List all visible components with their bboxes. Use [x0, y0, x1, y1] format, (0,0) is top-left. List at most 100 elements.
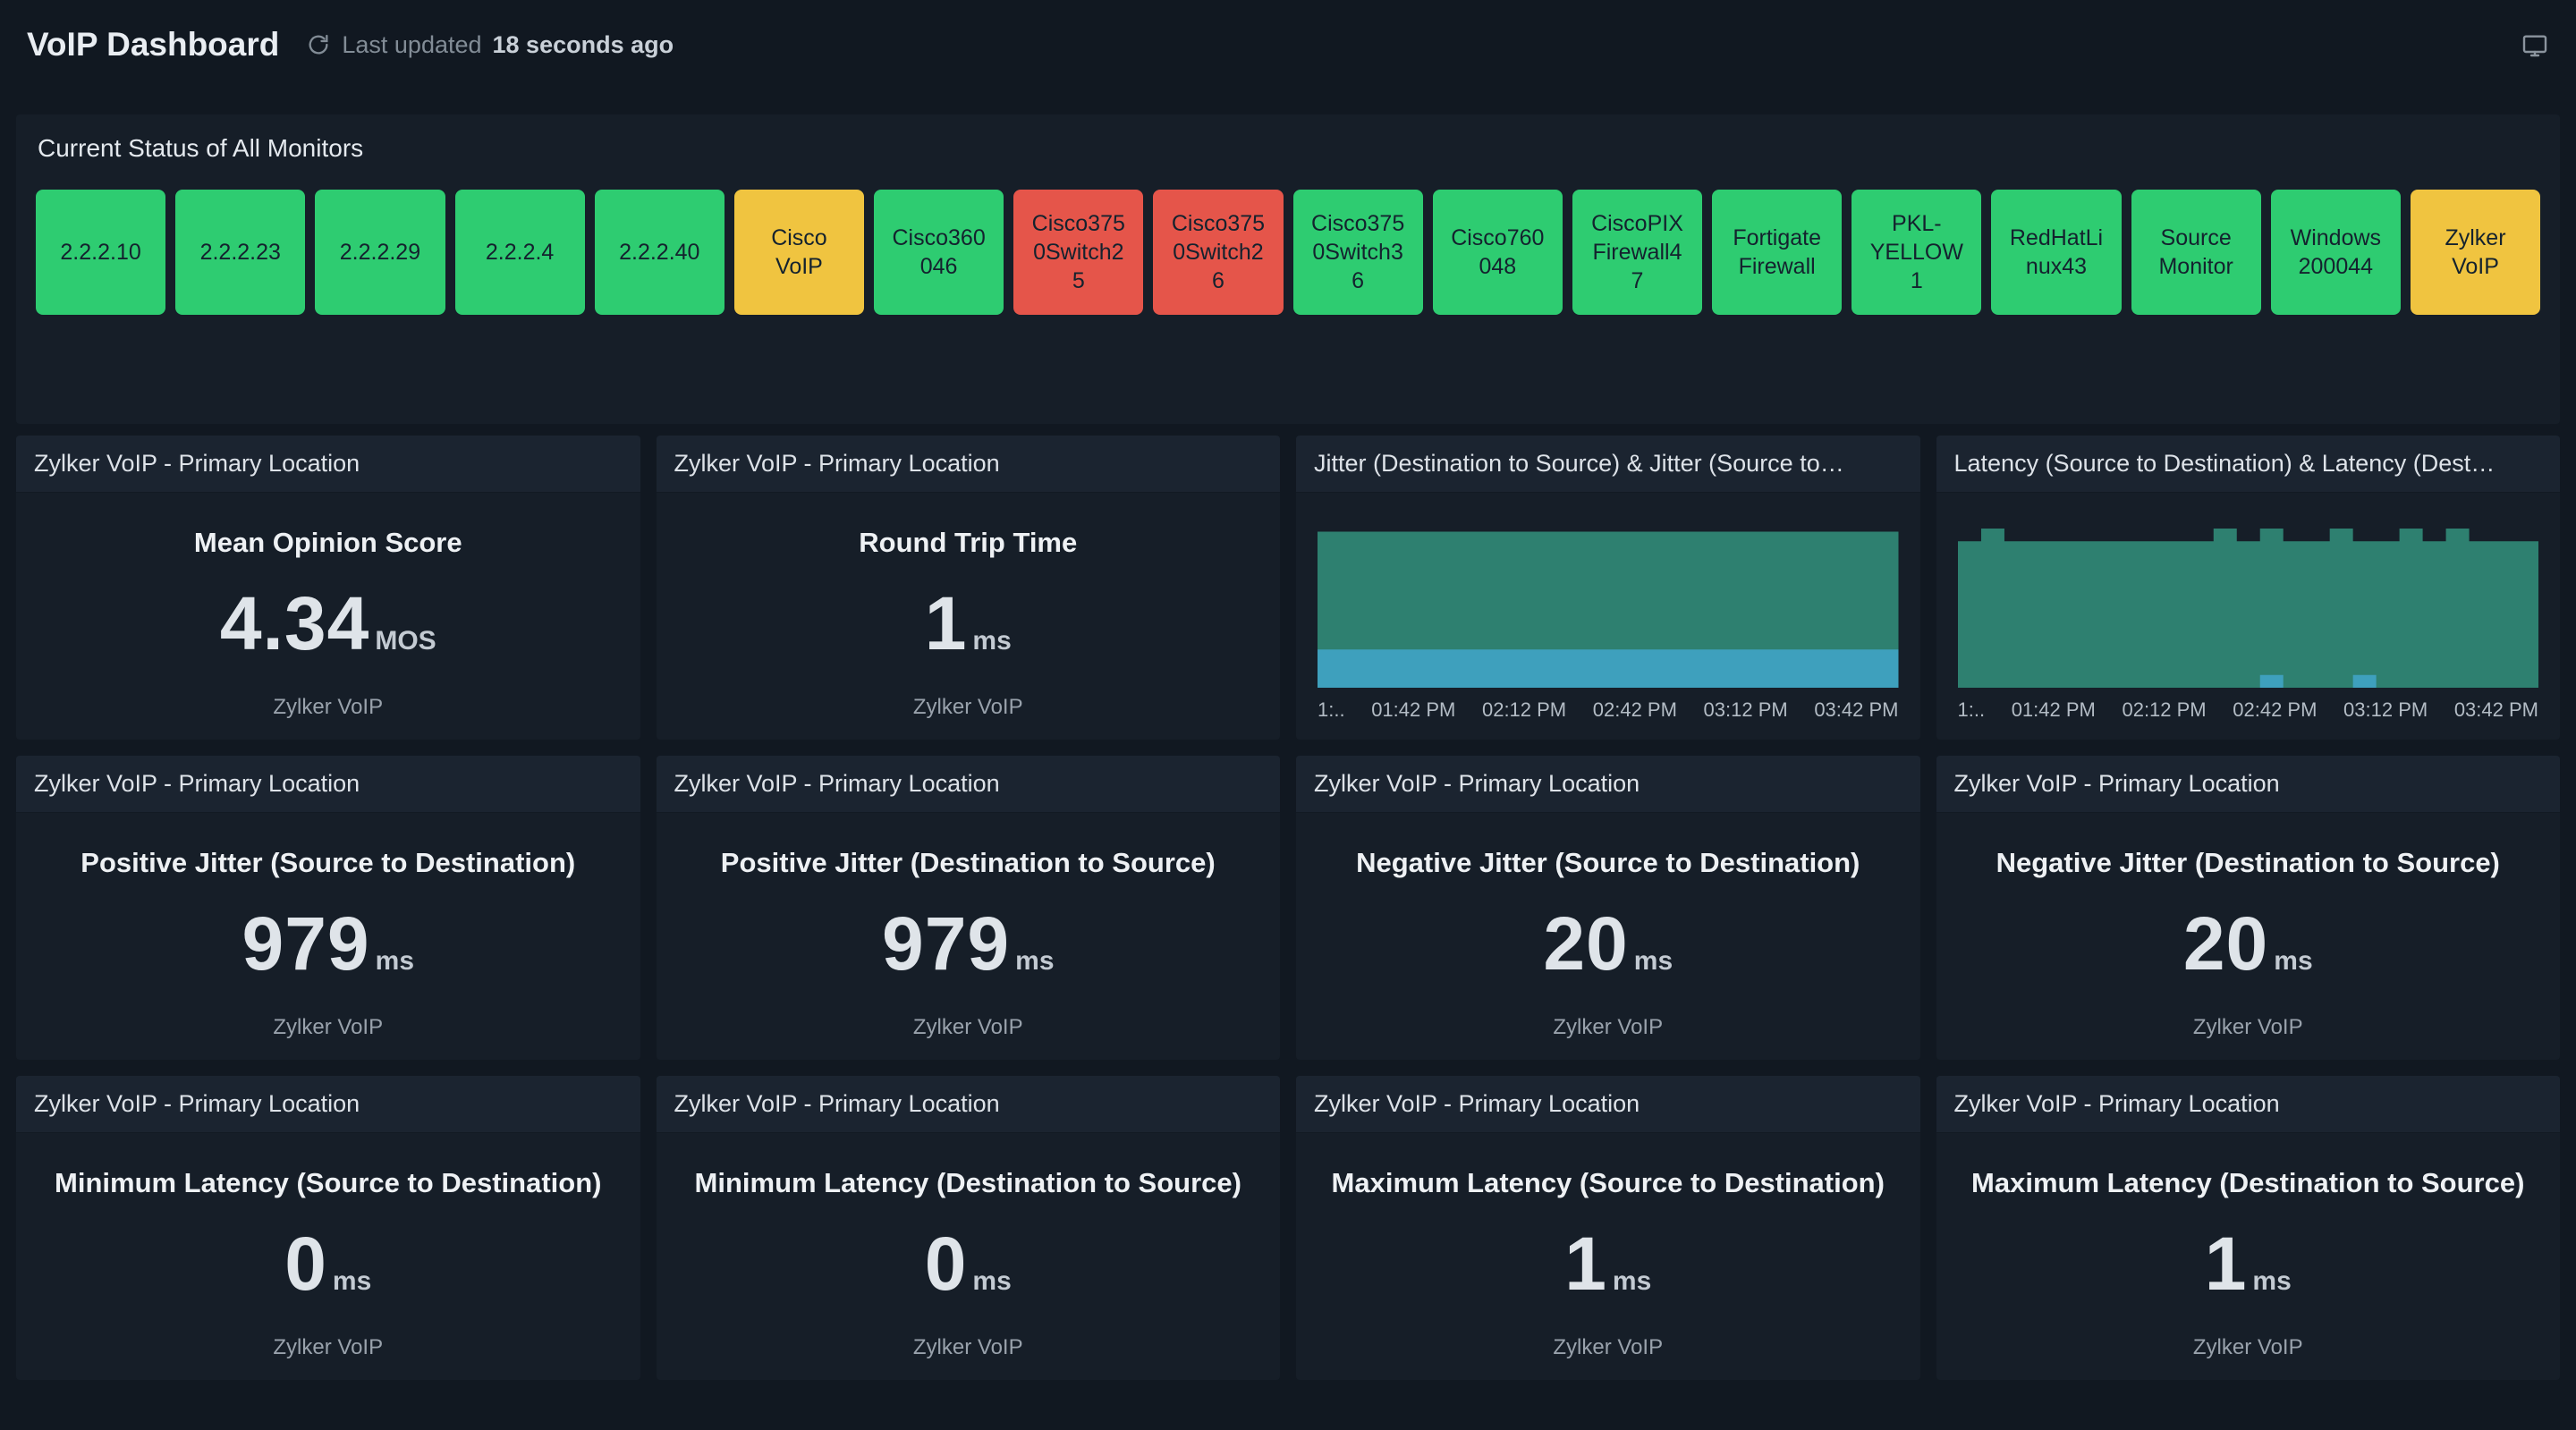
- last-updated-label: Last updated: [342, 30, 482, 58]
- metric-value: 20: [2182, 901, 2269, 986]
- monitor-tile[interactable]: 2.2.2.23: [175, 190, 306, 315]
- area-chart: [1318, 529, 1899, 688]
- metric-value-row: 0 ms: [16, 1221, 640, 1307]
- card-footer: Zylker VoIP: [912, 1335, 1023, 1359]
- monitor-tile[interactable]: Cisco375 0Switch3 6: [1292, 190, 1423, 315]
- status-panel: Current Status of All Monitors 2.2.2.10 2…: [16, 114, 2560, 424]
- card-header-text: Zylker VoIP - Primary Location: [34, 770, 360, 797]
- metric-card: Zylker VoIP - Primary Location Positive J…: [656, 756, 1281, 1060]
- x-tick-label: 02:42 PM: [1592, 698, 1677, 721]
- monitor-tile[interactable]: PKL- YELLOW 1: [1852, 190, 1982, 315]
- metric-unit: ms: [1015, 946, 1055, 976]
- metric-card: Zylker VoIP - Primary Location Positive J…: [16, 756, 640, 1060]
- card-footer: Zylker VoIP: [2192, 1335, 2303, 1359]
- metric-unit: ms: [332, 1266, 372, 1296]
- metric-value: 1: [924, 581, 968, 665]
- card-header-text: Zylker VoIP - Primary Location: [674, 770, 1000, 797]
- metric-card: Zylker VoIP - Primary Location Negative J…: [1936, 756, 2560, 1060]
- metric-title: Maximum Latency (Destination to Source): [1971, 1167, 2525, 1198]
- metric-value-row: 979 ms: [657, 901, 1281, 987]
- card-header-text: Zylker VoIP - Primary Location: [34, 450, 360, 477]
- metric-unit: ms: [1633, 946, 1674, 976]
- metric-unit: ms: [2252, 1266, 2292, 1296]
- monitor-tile[interactable]: RedHatLi nux43: [1991, 190, 2122, 315]
- card-footer: Zylker VoIP: [912, 1015, 1023, 1039]
- cards-grid: Zylker VoIP - Primary Location Mean Opini…: [16, 436, 2560, 1380]
- metric-value-row: 0 ms: [657, 1221, 1281, 1307]
- last-updated: Last updated 18 seconds ago: [306, 31, 674, 59]
- metric-value-row: 979 ms: [16, 901, 640, 987]
- card-header: Zylker VoIP - Primary Location: [1936, 756, 2560, 813]
- chart-x-axis: 1:.. 01:42 PM 02:12 PM 02:42 PM 03:12 PM 03:4…: [1318, 698, 1899, 722]
- metric-value: 979: [242, 901, 370, 986]
- card-header-text: Zylker VoIP - Primary Location: [674, 450, 1000, 477]
- x-tick-label: 1:..: [1318, 698, 1345, 721]
- metric-value: 0: [924, 1222, 968, 1306]
- x-tick-label: 03:42 PM: [2453, 698, 2538, 721]
- card-footer: Zylker VoIP: [273, 1335, 384, 1359]
- chart-card: Latency (Source to Destination) & Latenc…: [1936, 436, 2560, 740]
- card-header-text: Zylker VoIP - Primary Location: [674, 1090, 1000, 1117]
- metric-value-row: 1 ms: [1296, 1221, 1920, 1307]
- card-header-text: Zylker VoIP - Primary Location: [34, 1090, 360, 1117]
- metric-card: Zylker VoIP - Primary Location Minimum La…: [656, 1076, 1281, 1380]
- card-header-text: Zylker VoIP - Primary Location: [1953, 1090, 2280, 1117]
- monitor-tiles: 2.2.2.10 2.2.2.23 2.2.2.29 2.2.2.4 2.2.2.40 C…: [36, 190, 2541, 315]
- metric-unit: MOS: [375, 626, 436, 656]
- metric-unit: ms: [375, 946, 414, 976]
- metric-unit: ms: [972, 626, 1012, 656]
- card-header: Zylker VoIP - Primary Location: [656, 756, 1280, 813]
- card-header-text: Zylker VoIP - Primary Location: [1314, 770, 1640, 797]
- metric-card: Zylker VoIP - Primary Location Maximum La…: [1296, 1076, 1920, 1380]
- card-header-text: Zylker VoIP - Primary Location: [1953, 770, 2280, 797]
- card-header: Zylker VoIP - Primary Location: [1936, 1076, 2560, 1133]
- metric-title: Round Trip Time: [859, 527, 1078, 558]
- x-tick-label: 02:12 PM: [1481, 698, 1567, 721]
- metric-value: 0: [284, 1222, 327, 1306]
- display-monitor-icon[interactable]: [2521, 30, 2549, 59]
- x-tick-label: 01:42 PM: [1371, 698, 1456, 721]
- metric-value: 4.34: [219, 581, 370, 665]
- card-footer: Zylker VoIP: [273, 1015, 384, 1039]
- metric-value-row: 20 ms: [1296, 901, 1920, 987]
- metric-unit: ms: [1612, 1266, 1652, 1296]
- x-tick-label: 01:42 PM: [2011, 698, 2096, 721]
- monitor-tile[interactable]: 2.2.2.29: [315, 190, 445, 315]
- card-header: Zylker VoIP - Primary Location: [1296, 756, 1920, 813]
- card-header: Latency (Source to Destination) & Latenc…: [1936, 436, 2560, 493]
- card-header: Zylker VoIP - Primary Location: [1296, 1076, 1920, 1133]
- monitor-tile[interactable]: Zylker VoIP: [2410, 190, 2541, 315]
- monitor-tile[interactable]: Cisco760 048: [1432, 190, 1563, 315]
- monitor-tile[interactable]: Fortigate Firewall: [1712, 190, 1843, 315]
- metric-title: Minimum Latency (Destination to Source): [694, 1167, 1241, 1198]
- card-footer: Zylker VoIP: [273, 695, 384, 719]
- x-tick-label: 03:12 PM: [2343, 698, 2428, 721]
- monitor-tile[interactable]: Cisco360 046: [874, 190, 1004, 315]
- card-header: Zylker VoIP - Primary Location: [16, 436, 640, 493]
- topbar: VoIP Dashboard Last updated 18 seconds a…: [0, 0, 2576, 89]
- refresh-icon[interactable]: [306, 32, 331, 57]
- monitor-tile[interactable]: 2.2.2.4: [454, 190, 585, 315]
- monitor-tile[interactable]: Source Monitor: [2131, 190, 2261, 315]
- metric-title: Positive Jitter (Destination to Source): [720, 847, 1216, 878]
- card-header: Zylker VoIP - Primary Location: [16, 1076, 640, 1133]
- metric-value-row: 4.34 MOS: [16, 580, 640, 667]
- metric-value-row: 1 ms: [657, 580, 1281, 667]
- monitor-tile[interactable]: 2.2.2.10: [36, 190, 166, 315]
- monitor-tile[interactable]: Cisco VoIP: [733, 190, 865, 315]
- monitor-tile[interactable]: Cisco375 0Switch2 5: [1013, 190, 1144, 315]
- monitor-tile[interactable]: Cisco375 0Switch2 6: [1153, 190, 1284, 315]
- page-title: VoIP Dashboard: [27, 26, 280, 63]
- card-footer: Zylker VoIP: [1553, 1335, 1664, 1359]
- metric-card: Zylker VoIP - Primary Location Minimum La…: [16, 1076, 640, 1380]
- card-header: Zylker VoIP - Primary Location: [16, 756, 640, 813]
- monitor-tile[interactable]: CiscoPIX Firewall4 7: [1572, 190, 1703, 315]
- metric-title: Minimum Latency (Source to Destination): [55, 1167, 602, 1198]
- monitor-tile[interactable]: 2.2.2.40: [594, 190, 724, 315]
- card-header: Zylker VoIP - Primary Location: [656, 436, 1280, 493]
- card-footer: Zylker VoIP: [1553, 1015, 1664, 1039]
- monitor-tile[interactable]: Windows 200044: [2270, 190, 2401, 315]
- chart-card: Jitter (Destination to Source) & Jitter …: [1296, 436, 1920, 740]
- status-panel-title: Current Status of All Monitors: [38, 134, 364, 162]
- metric-title: Mean Opinion Score: [193, 527, 462, 558]
